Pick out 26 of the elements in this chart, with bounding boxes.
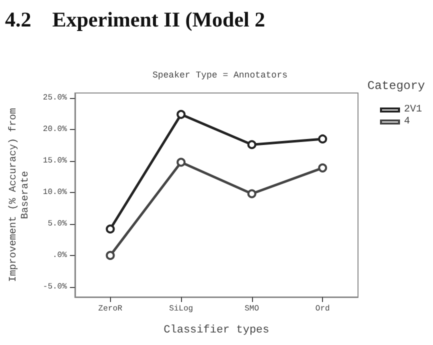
y-tick-label: .0% (52, 250, 68, 260)
y-tick-label: 5.0% (48, 219, 68, 228)
point (318, 134, 328, 144)
legend-label: 4 (404, 116, 410, 128)
legend-title: Category (367, 79, 425, 93)
point (318, 163, 328, 172)
y-tick-label: 20.0% (42, 125, 68, 134)
x-tick-label: ZeroR (98, 304, 122, 314)
chart-title: 4.2 Experiment II (Model 2 (5, 8, 266, 32)
chart-subtitle: Speaker Type = Annotators (152, 70, 288, 80)
point (247, 189, 256, 198)
y-axis-title: Improvement (% Accuracy) from Baserate (8, 108, 32, 282)
x-tick-label: SMO (244, 304, 260, 314)
x-tick-label: Ord (315, 304, 330, 314)
x-tick-label: SiLog (169, 304, 194, 314)
y-tick-label: 25.0% (42, 94, 68, 103)
point (106, 250, 115, 260)
point (247, 140, 256, 150)
point (176, 110, 186, 119)
point (176, 158, 186, 167)
y-tick-label: 10.0% (42, 188, 68, 197)
y-tick-label: 15.0% (42, 156, 68, 166)
x-axis-title: Classifier types (164, 324, 270, 336)
legend-label: 2V1 (404, 104, 422, 116)
point (106, 224, 115, 234)
y-tick-label: -5.0% (42, 282, 68, 292)
